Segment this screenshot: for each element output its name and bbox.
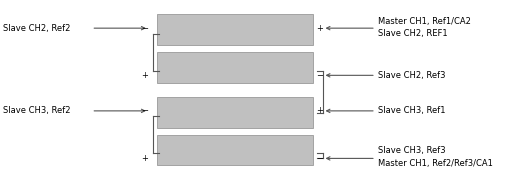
Text: +: + [141, 154, 148, 163]
Text: Slave CH3, Ref1: Slave CH3, Ref1 [378, 106, 446, 115]
Bar [157, 14, 313, 45]
Text: Slave CH3, Ref2: Slave CH3, Ref2 [3, 106, 70, 115]
Text: −: − [141, 106, 148, 115]
Text: −: − [316, 71, 323, 80]
Text: −: − [141, 24, 148, 33]
Text: Slave CH2, Ref3: Slave CH2, Ref3 [378, 71, 446, 80]
Text: +: + [316, 106, 323, 115]
Text: Slave CH2, REF1: Slave CH2, REF1 [378, 29, 448, 38]
Text: Slave CH2, Ref2: Slave CH2, Ref2 [3, 24, 70, 33]
Text: −: − [316, 154, 323, 163]
Bar [157, 52, 313, 83]
Text: Slave CH3, Ref3: Slave CH3, Ref3 [378, 146, 446, 155]
Text: Master CH1, Ref2/Ref3/CA1: Master CH1, Ref2/Ref3/CA1 [378, 159, 493, 168]
Text: +: + [141, 71, 148, 80]
Text: Master CH1, Ref1/CA2: Master CH1, Ref1/CA2 [378, 17, 471, 26]
Bar [157, 135, 313, 165]
Bar [157, 97, 313, 128]
Text: +: + [316, 24, 323, 33]
